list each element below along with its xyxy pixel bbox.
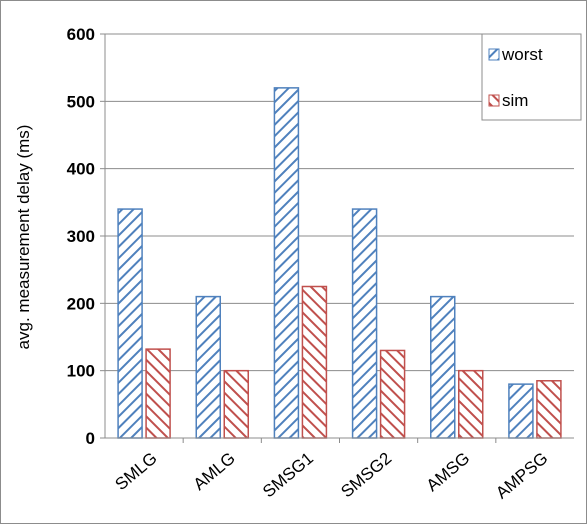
bars <box>117 87 562 439</box>
legend: worst sim <box>481 33 582 121</box>
bar-worst-SMLG <box>117 208 143 439</box>
x-category-label-SMLG: SMLG <box>112 449 161 495</box>
x-category-labels: SMLG AMLG SMSG1 SMSG2 AMSG AMPSG <box>112 449 552 503</box>
y-tick-label-500: 500 <box>67 92 95 111</box>
bar-worst-AMPSG <box>508 383 534 439</box>
gridlines <box>105 33 574 372</box>
y-tick-label-0: 0 <box>86 429 95 448</box>
bar-sim-SMSG1 <box>301 285 328 439</box>
y-tick-label-100: 100 <box>67 362 95 381</box>
bar-sim-AMPSG <box>536 380 562 439</box>
y-tick-label-600: 600 <box>67 25 95 44</box>
bar-worst-AMSG <box>430 295 456 439</box>
x-category-label-SMSG1: SMSG1 <box>259 449 317 502</box>
x-category-label-AMLG: AMLG <box>190 449 239 495</box>
bar-sim-AMLG <box>223 369 249 439</box>
axes <box>100 33 574 443</box>
bar-worst-SMSG2 <box>351 208 378 439</box>
y-tick-label-200: 200 <box>67 294 95 313</box>
bar-worst-AMLG <box>195 295 221 439</box>
legend-label-sim: sim <box>502 91 528 110</box>
legend-label-worst: worst <box>501 45 543 64</box>
y-tick-labels: 0 100 200 300 400 500 600 <box>67 25 95 448</box>
y-tick-label-400: 400 <box>67 160 95 179</box>
x-category-label-AMPSG: AMPSG <box>492 449 551 503</box>
legend-swatch-worst <box>488 48 500 61</box>
y-tick-label-300: 300 <box>67 227 95 246</box>
x-category-label-AMSG: AMSG <box>423 449 474 496</box>
legend-swatch-sim <box>488 94 500 107</box>
bar-sim-AMSG <box>458 369 484 439</box>
y-axis-title: avg. measurement delay (ms) <box>14 125 33 350</box>
bar-sim-SMLG <box>145 348 171 439</box>
x-category-label-SMSG2: SMSG2 <box>337 449 395 502</box>
bar-worst-SMSG1 <box>273 87 300 439</box>
bar-sim-SMSG2 <box>379 349 406 439</box>
